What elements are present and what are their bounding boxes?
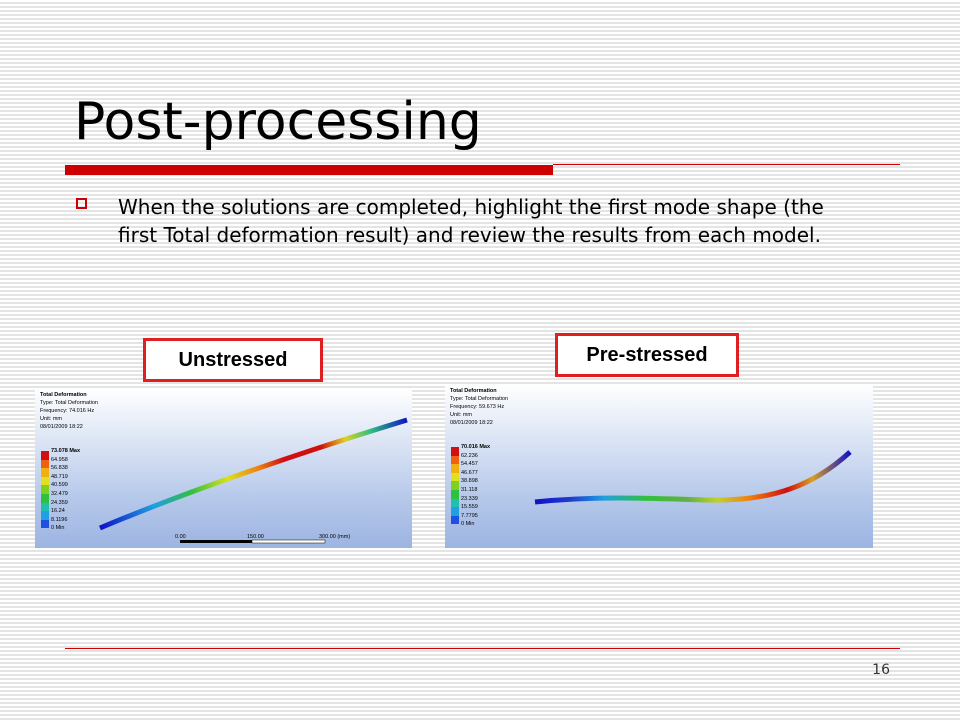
scale-label: 150.00: [247, 534, 264, 540]
legend-swatch: [41, 485, 49, 494]
legend-label: 31.118: [461, 487, 478, 493]
legend-swatch: [41, 476, 49, 486]
label-box: Pre-stressed: [555, 333, 739, 377]
legend-label: 40.599: [51, 482, 68, 489]
result-image: Total Deformation Type: Total Deformation…: [445, 384, 873, 548]
legend-label: 48.719: [51, 473, 68, 480]
bullet-text: When the solutions are completed, highli…: [118, 195, 824, 247]
panel-header: 08/01/2009 18:22: [40, 424, 83, 430]
legend-swatch: [41, 519, 49, 529]
panel-header: Total Deformation: [450, 388, 497, 394]
legend-swatch: [451, 490, 459, 499]
legend-swatch: [451, 455, 459, 465]
scale-label: 0.00: [175, 534, 186, 540]
legend-swatch: [451, 481, 459, 490]
legend-swatch: [451, 498, 459, 508]
legend-label: 0 Min: [461, 521, 475, 528]
bullet-marker: [76, 198, 87, 209]
legend-label: 24.359: [51, 499, 68, 506]
beam: [534, 450, 852, 505]
footer-rule: [65, 648, 900, 649]
beam-view: [534, 450, 852, 505]
panel-header: Total Deformation: [40, 392, 87, 398]
legend-swatch: [451, 447, 459, 456]
title-bar: [65, 165, 553, 175]
beam: [99, 417, 408, 531]
legend-label: 38.898: [461, 478, 478, 485]
label-box: Unstressed: [143, 338, 323, 382]
panel-header: Frequency: 74.016 Hz: [40, 408, 95, 414]
legend-swatch: [41, 468, 49, 477]
legend-swatch: [41, 494, 49, 503]
legend-swatch: [451, 472, 459, 482]
panel-header: Unit: mm: [40, 416, 62, 422]
legend-label: 7.7795: [461, 512, 478, 519]
legend-swatch: [41, 502, 49, 512]
panel-header: Type: Total Deformation: [450, 396, 508, 402]
legend-label: 15.559: [461, 504, 478, 511]
title: Post-processing: [74, 92, 482, 152]
legend-swatch: [451, 507, 459, 516]
legend-label: 54.457: [461, 461, 478, 468]
scale-bar: [180, 539, 326, 544]
legend-label: 70.016 Max: [461, 444, 491, 450]
legend-swatch: [41, 459, 49, 469]
beam-view: [99, 417, 408, 544]
scale-label: 300.00 (mm): [319, 534, 351, 540]
legend-label: 64.958: [51, 456, 68, 463]
legend-swatch: [41, 511, 49, 520]
panel-header: 08/01/2009 18:22: [450, 420, 493, 426]
legend-swatch: [451, 515, 459, 525]
legend-swatch: [451, 464, 459, 473]
legend-label: 46.677: [461, 469, 478, 476]
legend-label: 56.838: [51, 465, 68, 472]
legend-label: 23.339: [461, 495, 478, 502]
page-number: 16: [872, 662, 890, 678]
panel-header: Unit: mm: [450, 412, 472, 418]
legend-label: 16.24: [51, 508, 65, 515]
legend-label: 73.078 Max: [51, 448, 81, 454]
legend-label: 0 Min: [51, 525, 65, 532]
legend-label: 8.1196: [51, 516, 68, 523]
legend-label: 32.479: [51, 491, 68, 497]
panel-header: Frequency: 59.673 Hz: [450, 404, 505, 410]
title-rule: [553, 164, 900, 165]
legend-label: 62.236: [461, 452, 478, 459]
panel-header: Type: Total Deformation: [40, 400, 98, 406]
legend-swatch: [41, 451, 49, 460]
result-image: Total Deformation Type: Total Deformation…: [35, 388, 412, 548]
